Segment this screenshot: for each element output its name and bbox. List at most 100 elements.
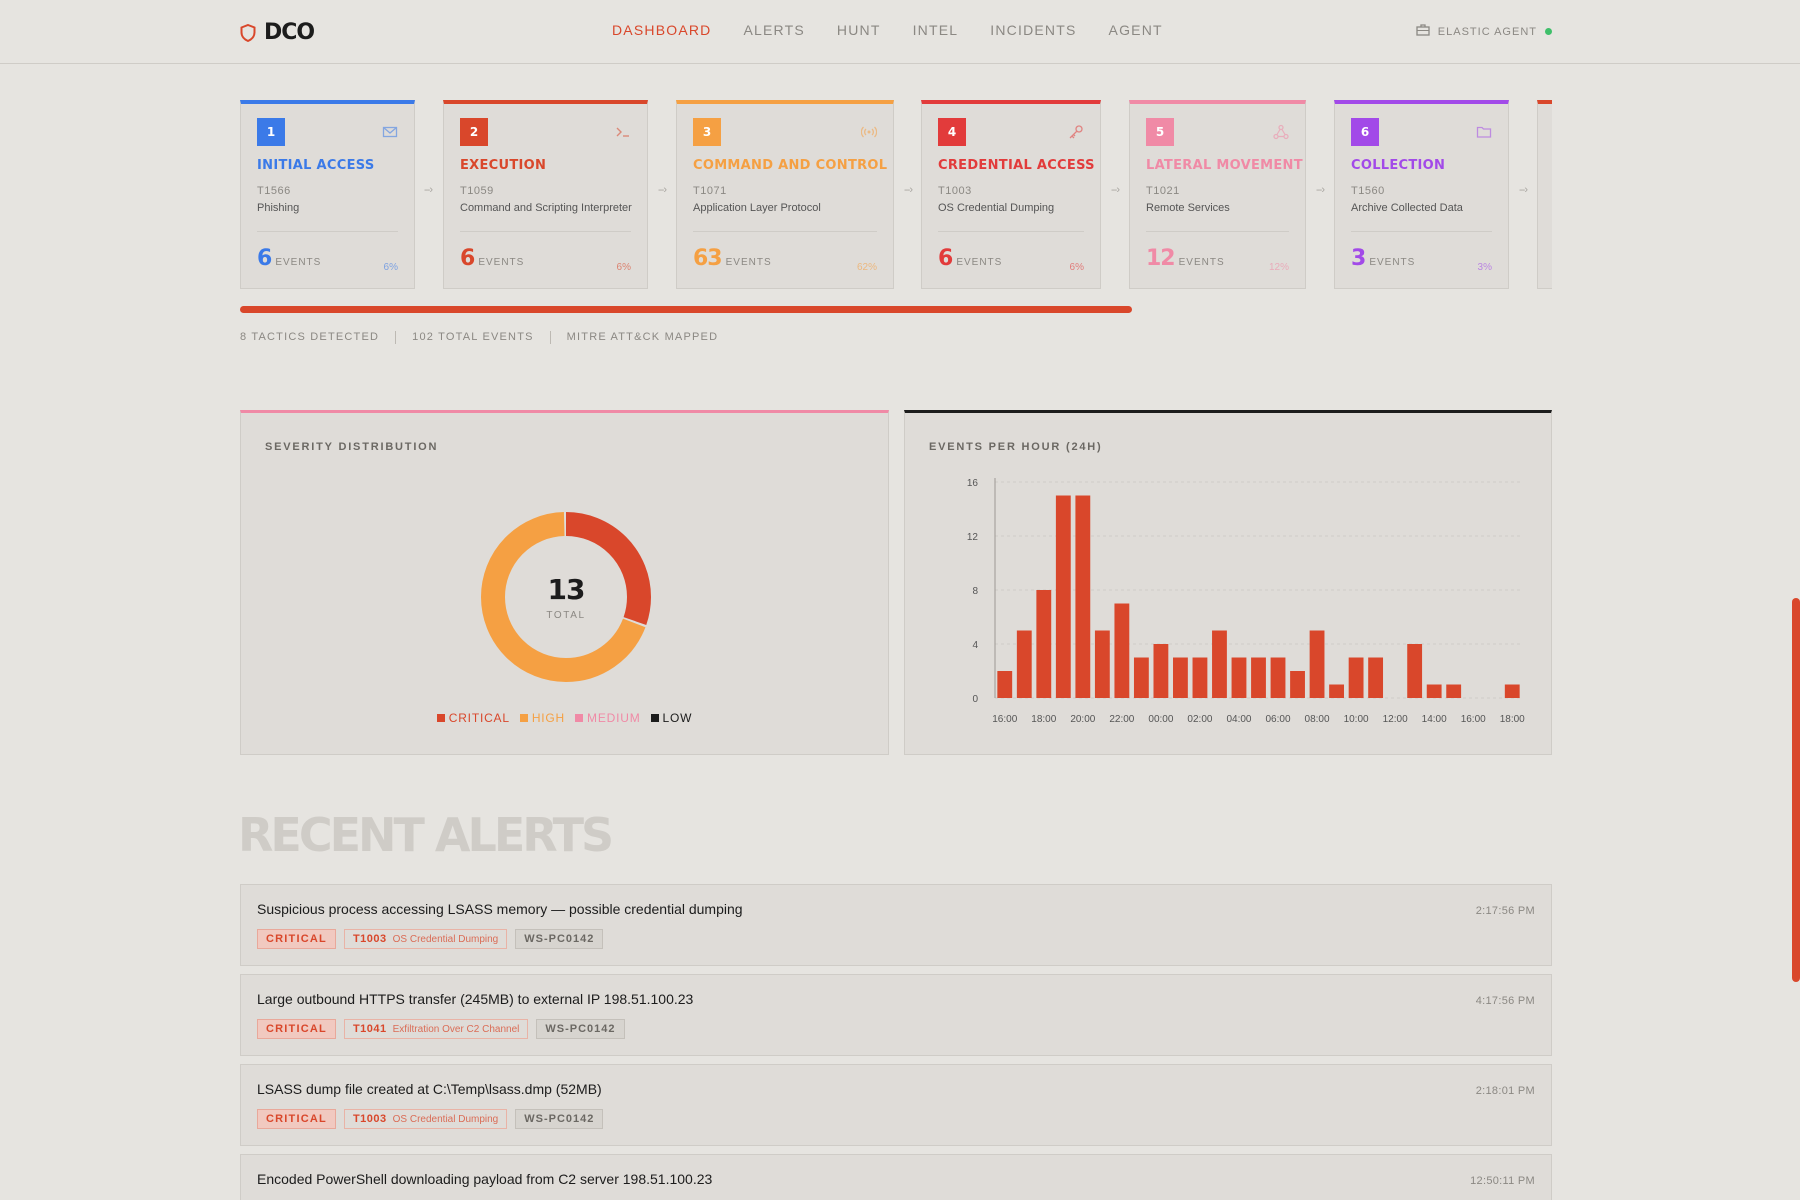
bar[interactable]: [1133, 657, 1149, 699]
bar[interactable]: [1407, 644, 1423, 698]
alert-item[interactable]: LSASS dump file created at C:\Temp\lsass…: [240, 1064, 1552, 1146]
bar[interactable]: [1016, 630, 1032, 699]
bar[interactable]: [1270, 657, 1286, 699]
legend-medium[interactable]: MEDIUM: [575, 711, 640, 725]
tactic-card-collection[interactable]: 6 COLLECTION T1560 Archive Collected Dat…: [1334, 100, 1509, 289]
nav-agent[interactable]: AGENT: [1108, 22, 1163, 38]
donut-slice-critical[interactable]: [481, 512, 651, 682]
technique-tag[interactable]: T1041 Exfiltration Over C2 Channel: [343, 1019, 529, 1039]
bar[interactable]: [1309, 630, 1325, 699]
x-tick-label: 04:00: [1226, 714, 1251, 725]
event-percent: 6%: [1069, 262, 1084, 273]
tactic-card-lateral-movement[interactable]: 5 LATERAL MOVEMENT T1021 Remote Services…: [1129, 100, 1306, 289]
bar[interactable]: [1212, 630, 1227, 699]
bar[interactable]: [1075, 495, 1091, 699]
tactic-name: CREDENTIAL ACCESS: [938, 158, 1095, 173]
agent-status[interactable]: ELASTIC AGENT: [1416, 24, 1552, 39]
technique-tag[interactable]: T1003 OS Credential Dumping: [343, 1109, 508, 1129]
bar[interactable]: [1368, 657, 1384, 699]
page-scrollbar[interactable]: [1792, 598, 1800, 982]
logo-text: DCO: [264, 20, 315, 45]
bar[interactable]: [1251, 657, 1266, 699]
chain-arrow-icon: --›: [1519, 184, 1528, 196]
nav-hunt[interactable]: HUNT: [836, 22, 881, 38]
bar[interactable]: [1446, 684, 1462, 699]
tactic-card-initial-access[interactable]: 1 INITIAL ACCESS T1566 Phishing 6 EVENTS…: [240, 100, 415, 289]
main-nav: DASHBOARD ALERTS HUNT INTEL INCIDENTS AG…: [612, 22, 1163, 38]
alert-title: Encoded PowerShell downloading payload f…: [257, 1171, 713, 1187]
bar[interactable]: [1504, 684, 1520, 699]
tactic-number: 1: [257, 118, 285, 146]
alert-item[interactable]: Encoded PowerShell downloading payload f…: [240, 1154, 1552, 1200]
shield-icon: [240, 23, 256, 42]
alert-tags: CRITICAL T1003 OS Credential Dumping WS-P…: [257, 929, 604, 949]
bar[interactable]: [1231, 657, 1247, 699]
tactic-card-command-and-control[interactable]: 3 COMMAND AND CONTROL T1071 Application …: [676, 100, 894, 289]
nav-alerts[interactable]: ALERTS: [743, 22, 805, 38]
nav-dashboard[interactable]: DASHBOARD: [612, 22, 712, 38]
panel-title: EVENTS PER HOUR (24H): [929, 441, 1103, 453]
technique-name: Exfiltration Over C2 Channel: [392, 1023, 520, 1035]
bar[interactable]: [1348, 657, 1364, 699]
chain-arrow-icon: --›: [1316, 184, 1325, 196]
x-tick-label: 18:00: [1031, 714, 1056, 725]
alert-tags: CRITICAL T1003 OS Credential Dumping WS-P…: [257, 1109, 604, 1129]
technique-name: OS Credential Dumping: [392, 933, 499, 945]
technique-name: OS Credential Dumping: [392, 1113, 499, 1125]
legend-high[interactable]: HIGH: [519, 711, 565, 725]
tactic-card-execution[interactable]: 2 EXECUTION T1059 Command and Scripting …: [443, 100, 648, 289]
nav-incidents[interactable]: INCIDENTS: [990, 22, 1077, 38]
x-tick-label: 06:00: [1266, 714, 1291, 725]
host-tag[interactable]: WS-PC0142: [515, 929, 604, 949]
bar[interactable]: [1114, 603, 1130, 699]
event-count: 6: [257, 246, 272, 271]
host-tag[interactable]: WS-PC0142: [536, 1019, 625, 1039]
severity-donut[interactable]: 13 TOTAL: [478, 509, 654, 685]
event-percent: 62%: [856, 262, 877, 273]
bar[interactable]: [1192, 657, 1208, 699]
donut-slice-high[interactable]: [481, 512, 651, 682]
alert-item[interactable]: Suspicious process accessing LSASS memor…: [240, 884, 1552, 966]
event-count: 12: [1146, 246, 1176, 271]
event-count-group: 6 EVENTS: [460, 246, 524, 271]
agent-label: ELASTIC AGENT: [1437, 25, 1537, 38]
bar[interactable]: [1094, 630, 1110, 699]
tactic-number: 4: [938, 118, 966, 146]
chain-arrow-icon: --›: [424, 184, 433, 196]
bar[interactable]: [1426, 684, 1442, 699]
bar[interactable]: [1173, 657, 1188, 699]
legend-label: CRITICAL: [448, 711, 510, 725]
legend-critical[interactable]: CRITICAL: [436, 711, 510, 725]
host-tag[interactable]: WS-PC0142: [515, 1109, 604, 1129]
events-label: EVENTS: [1178, 257, 1225, 268]
event-percent: 3%: [1477, 262, 1492, 273]
tactics-progress-bar: [240, 306, 1133, 313]
severity-badge: CRITICAL: [257, 929, 336, 949]
y-tick-label: 12: [967, 532, 979, 543]
legend-swatch: [436, 714, 445, 722]
events-bar-chart: 0 4 8 12 16 16:00 18:00 20:00 22:00 00:00 02:00 04:…: [967, 478, 1525, 725]
x-tick-label: 08:00: [1305, 714, 1330, 725]
event-percent: 6%: [383, 262, 398, 273]
technique-code: T1041: [352, 1023, 387, 1035]
alert-item[interactable]: Large outbound HTTPS transfer (245MB) to…: [240, 974, 1552, 1056]
events-label: EVENTS: [1369, 257, 1416, 268]
bar[interactable]: [1329, 684, 1344, 699]
legend-swatch: [519, 714, 528, 722]
event-count: 6: [938, 246, 953, 271]
bar[interactable]: [1153, 644, 1169, 698]
donut-total: 13: [547, 573, 586, 606]
legend-low[interactable]: LOW: [650, 711, 693, 725]
status-dot: [1545, 28, 1552, 35]
technique-tag[interactable]: T1003 OS Credential Dumping: [343, 929, 508, 949]
logo[interactable]: DCO: [240, 20, 315, 45]
nav-intel[interactable]: INTEL: [912, 22, 959, 38]
bar[interactable]: [1055, 495, 1071, 699]
events-label: EVENTS: [956, 257, 1003, 268]
tactic-technique: OS Credential Dumping: [938, 202, 1055, 214]
bar[interactable]: [1036, 590, 1052, 698]
bar[interactable]: [997, 671, 1013, 698]
tactic-card-partial[interactable]: [1537, 100, 1552, 289]
bar[interactable]: [1290, 671, 1305, 698]
tactic-card-credential-access[interactable]: 4 CREDENTIAL ACCESS T1003 OS Credential …: [921, 100, 1101, 289]
